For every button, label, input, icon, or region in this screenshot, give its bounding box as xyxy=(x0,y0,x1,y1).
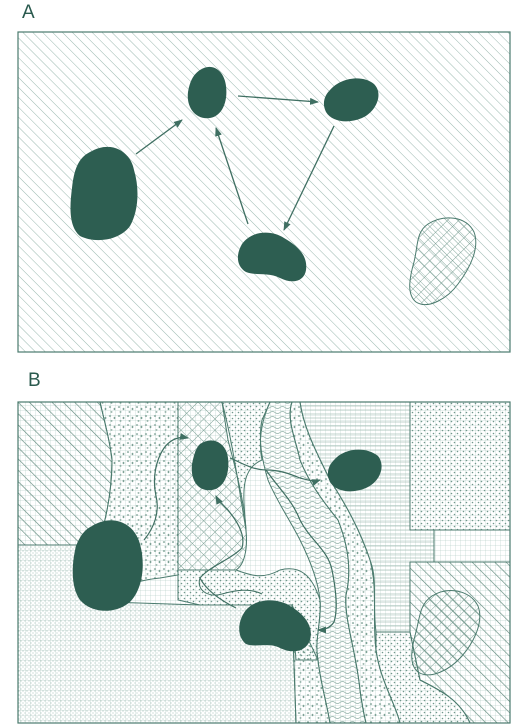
patch-b-top-center xyxy=(191,440,229,491)
panel-b-label: B xyxy=(28,370,41,391)
patch-top-center xyxy=(187,66,227,119)
mosaic-dots-upper-right xyxy=(409,402,510,531)
path-bottom-to-top xyxy=(199,495,244,609)
path-top-to-right xyxy=(229,457,321,486)
panel-a xyxy=(17,31,511,353)
panel-a-label: A xyxy=(22,2,35,23)
arrow-left-to-top xyxy=(135,119,183,155)
patch-unoccupied xyxy=(409,217,477,306)
patch-b-bottom-center xyxy=(239,600,311,652)
panel-b xyxy=(17,401,511,724)
arrow-right-to-bottom xyxy=(283,125,335,231)
mosaic-dots-lower-right xyxy=(375,631,471,723)
patch-b-large-left xyxy=(72,520,143,611)
path-right-to-bottom xyxy=(265,469,337,634)
patch-large-left xyxy=(70,146,138,241)
path-left-to-top xyxy=(143,433,189,541)
path-matrix-wander xyxy=(198,577,263,596)
patch-top-right xyxy=(323,78,379,122)
patch-bottom-center xyxy=(237,232,307,282)
patch-b-top-right xyxy=(327,449,382,492)
arrow-top-to-right xyxy=(237,95,319,105)
arrow-bottom-to-top xyxy=(215,127,249,225)
patch-b-unoccupied xyxy=(411,590,481,676)
panel-b-frame xyxy=(17,401,511,724)
